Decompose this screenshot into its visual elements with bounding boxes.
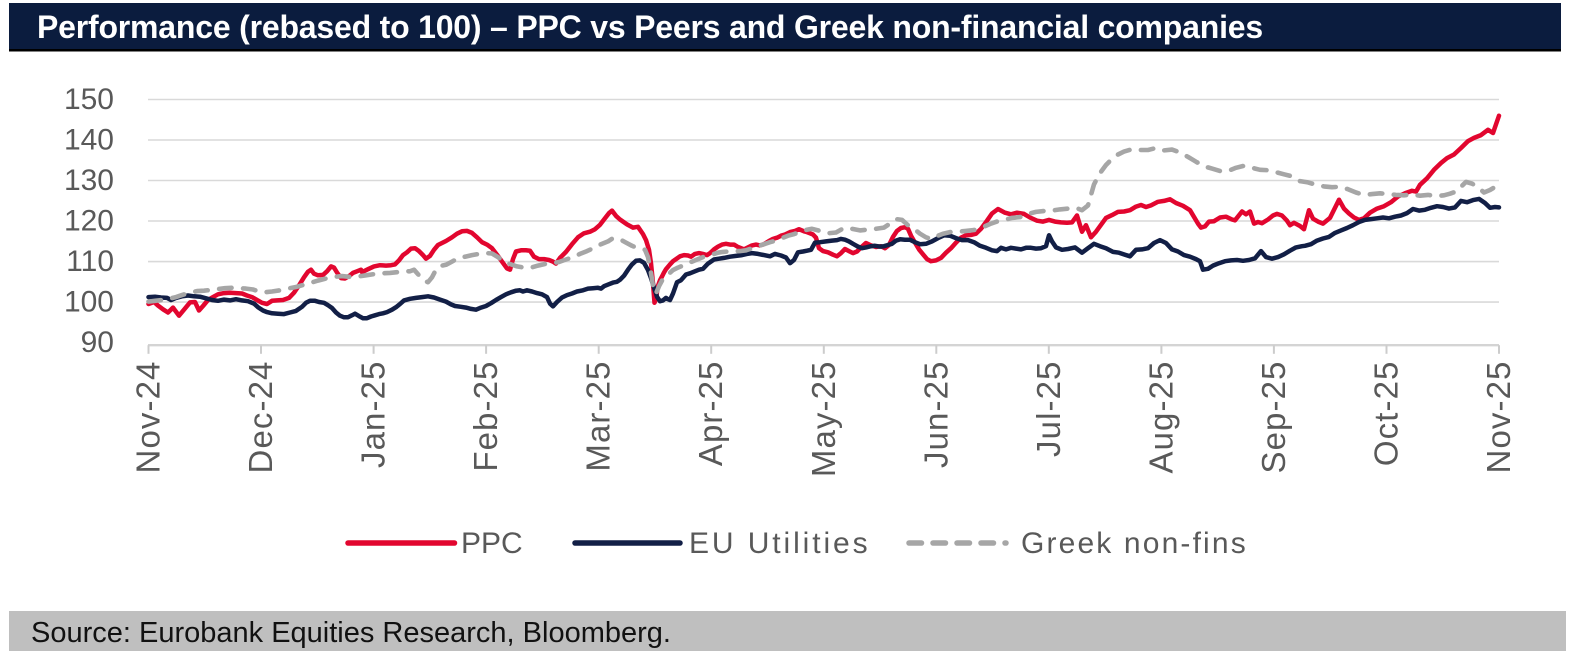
svg-text:130: 130 [64,164,114,197]
svg-text:120: 120 [64,205,114,238]
svg-text:Oct-25: Oct-25 [1368,361,1405,467]
svg-text:90: 90 [81,326,114,359]
svg-text:150: 150 [64,83,114,116]
svg-text:Feb-25: Feb-25 [467,361,504,472]
svg-text:Nov-24: Nov-24 [130,361,167,474]
svg-text:Mar-25: Mar-25 [580,361,617,472]
svg-text:Apr-25: Apr-25 [692,361,729,467]
svg-text:Jun-25: Jun-25 [917,361,954,469]
svg-text:Performance (rebased to 100) –: Performance (rebased to 100) – PPC vs Pe… [37,9,1263,45]
svg-text:100: 100 [64,286,114,319]
svg-text:Jan-25: Jan-25 [355,361,392,469]
svg-text:Source: Eurobank Equities Rese: Source: Eurobank Equities Research, Bloo… [31,617,671,649]
svg-text:Sep-25: Sep-25 [1255,361,1292,474]
svg-text:Jul-25: Jul-25 [1030,361,1067,457]
svg-text:140: 140 [64,124,114,157]
svg-text:May-25: May-25 [805,361,842,478]
svg-text:Greek non-fins: Greek non-fins [1021,527,1248,560]
svg-text:110: 110 [66,245,114,278]
svg-text:Aug-25: Aug-25 [1142,361,1179,474]
svg-text:Dec-24: Dec-24 [242,361,279,474]
svg-text:EU Utilities: EU Utilities [689,527,871,560]
svg-text:PPC: PPC [461,527,523,560]
svg-text:Nov-25: Nov-25 [1480,361,1517,474]
